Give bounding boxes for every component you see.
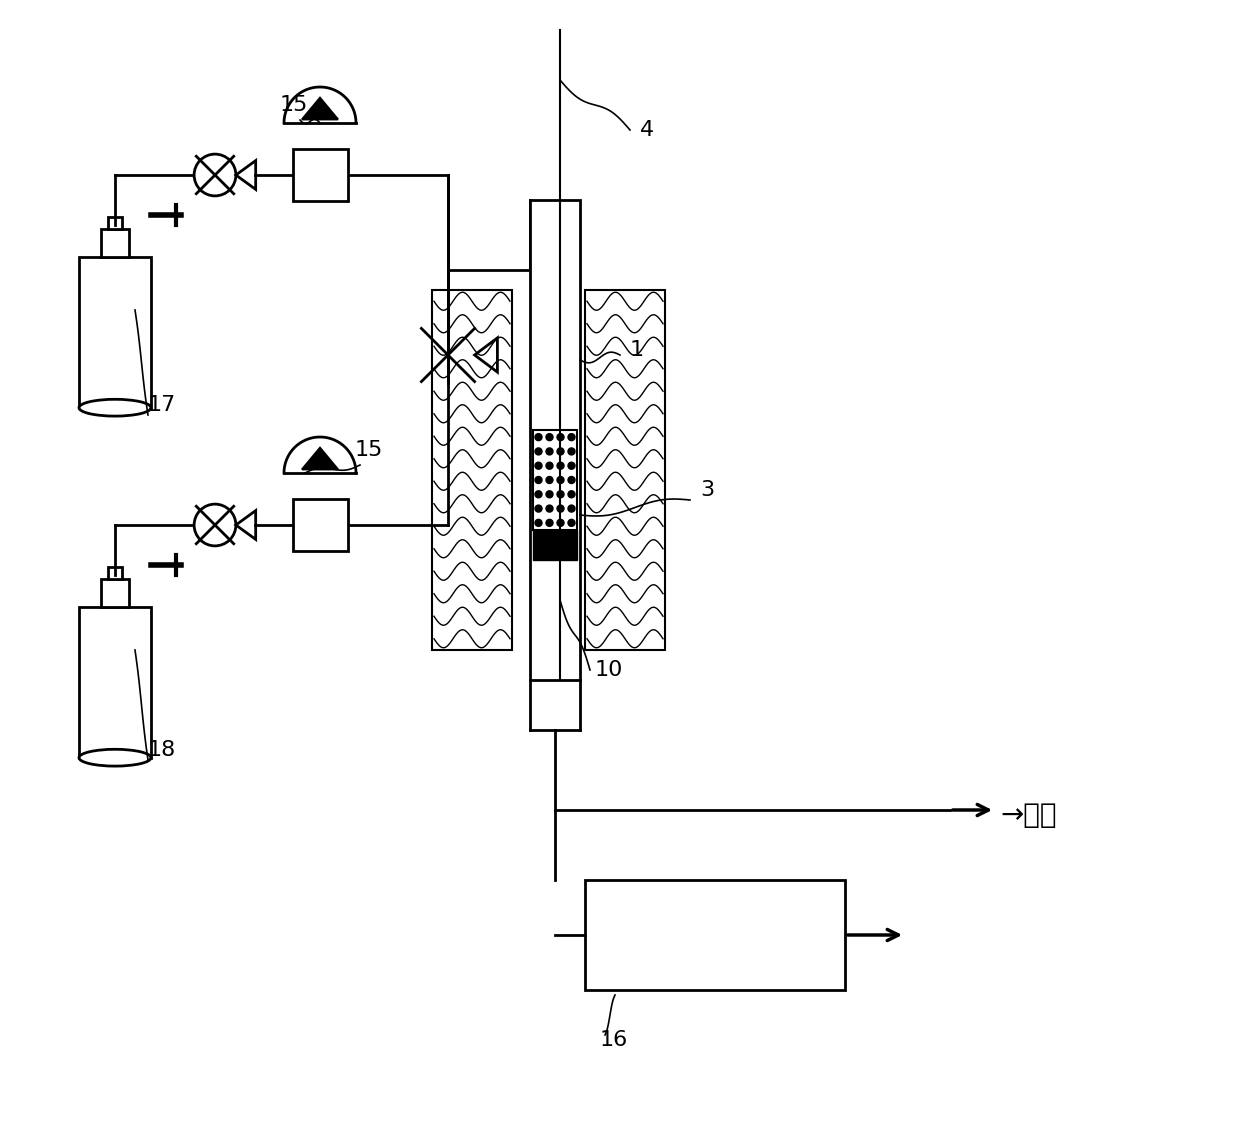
Text: 15: 15 (280, 95, 309, 115)
Ellipse shape (79, 399, 151, 416)
Circle shape (534, 434, 542, 441)
Circle shape (557, 434, 564, 441)
Circle shape (568, 447, 575, 455)
Bar (533, 431, 577, 530)
Circle shape (546, 447, 553, 455)
Circle shape (568, 505, 575, 512)
Circle shape (568, 520, 575, 526)
Circle shape (557, 477, 564, 483)
Text: 10: 10 (595, 660, 624, 680)
Circle shape (557, 490, 564, 498)
Bar (79, 606, 151, 757)
Polygon shape (303, 447, 339, 470)
Circle shape (546, 434, 553, 441)
Circle shape (546, 520, 553, 526)
Circle shape (546, 490, 553, 498)
Circle shape (568, 434, 575, 441)
Bar (108, 216, 122, 229)
Circle shape (546, 462, 553, 469)
Circle shape (534, 477, 542, 483)
Polygon shape (303, 98, 339, 119)
Circle shape (568, 477, 575, 483)
Text: 16: 16 (600, 1030, 629, 1050)
Bar (79, 257, 151, 408)
Circle shape (557, 447, 564, 455)
Circle shape (534, 447, 542, 455)
Circle shape (557, 505, 564, 512)
Bar (102, 229, 129, 257)
Circle shape (568, 462, 575, 469)
Text: 3: 3 (701, 480, 714, 500)
Ellipse shape (79, 749, 151, 766)
Bar (585, 290, 665, 650)
Text: 18: 18 (148, 740, 176, 760)
Circle shape (568, 490, 575, 498)
Circle shape (557, 462, 564, 469)
Text: 1: 1 (630, 340, 644, 360)
Bar (108, 567, 122, 579)
Text: 4: 4 (640, 119, 655, 140)
Text: 15: 15 (355, 440, 383, 460)
Circle shape (534, 490, 542, 498)
Bar (533, 530, 577, 560)
Circle shape (546, 477, 553, 483)
Circle shape (546, 505, 553, 512)
Bar (585, 880, 844, 990)
Bar (432, 290, 512, 650)
Text: 17: 17 (148, 394, 176, 415)
Text: →出口: →出口 (999, 801, 1056, 829)
Bar (102, 579, 129, 606)
Circle shape (557, 520, 564, 526)
Circle shape (534, 520, 542, 526)
Bar (293, 499, 347, 551)
Bar (529, 199, 580, 680)
Circle shape (534, 462, 542, 469)
Bar (293, 149, 347, 201)
Circle shape (534, 505, 542, 512)
